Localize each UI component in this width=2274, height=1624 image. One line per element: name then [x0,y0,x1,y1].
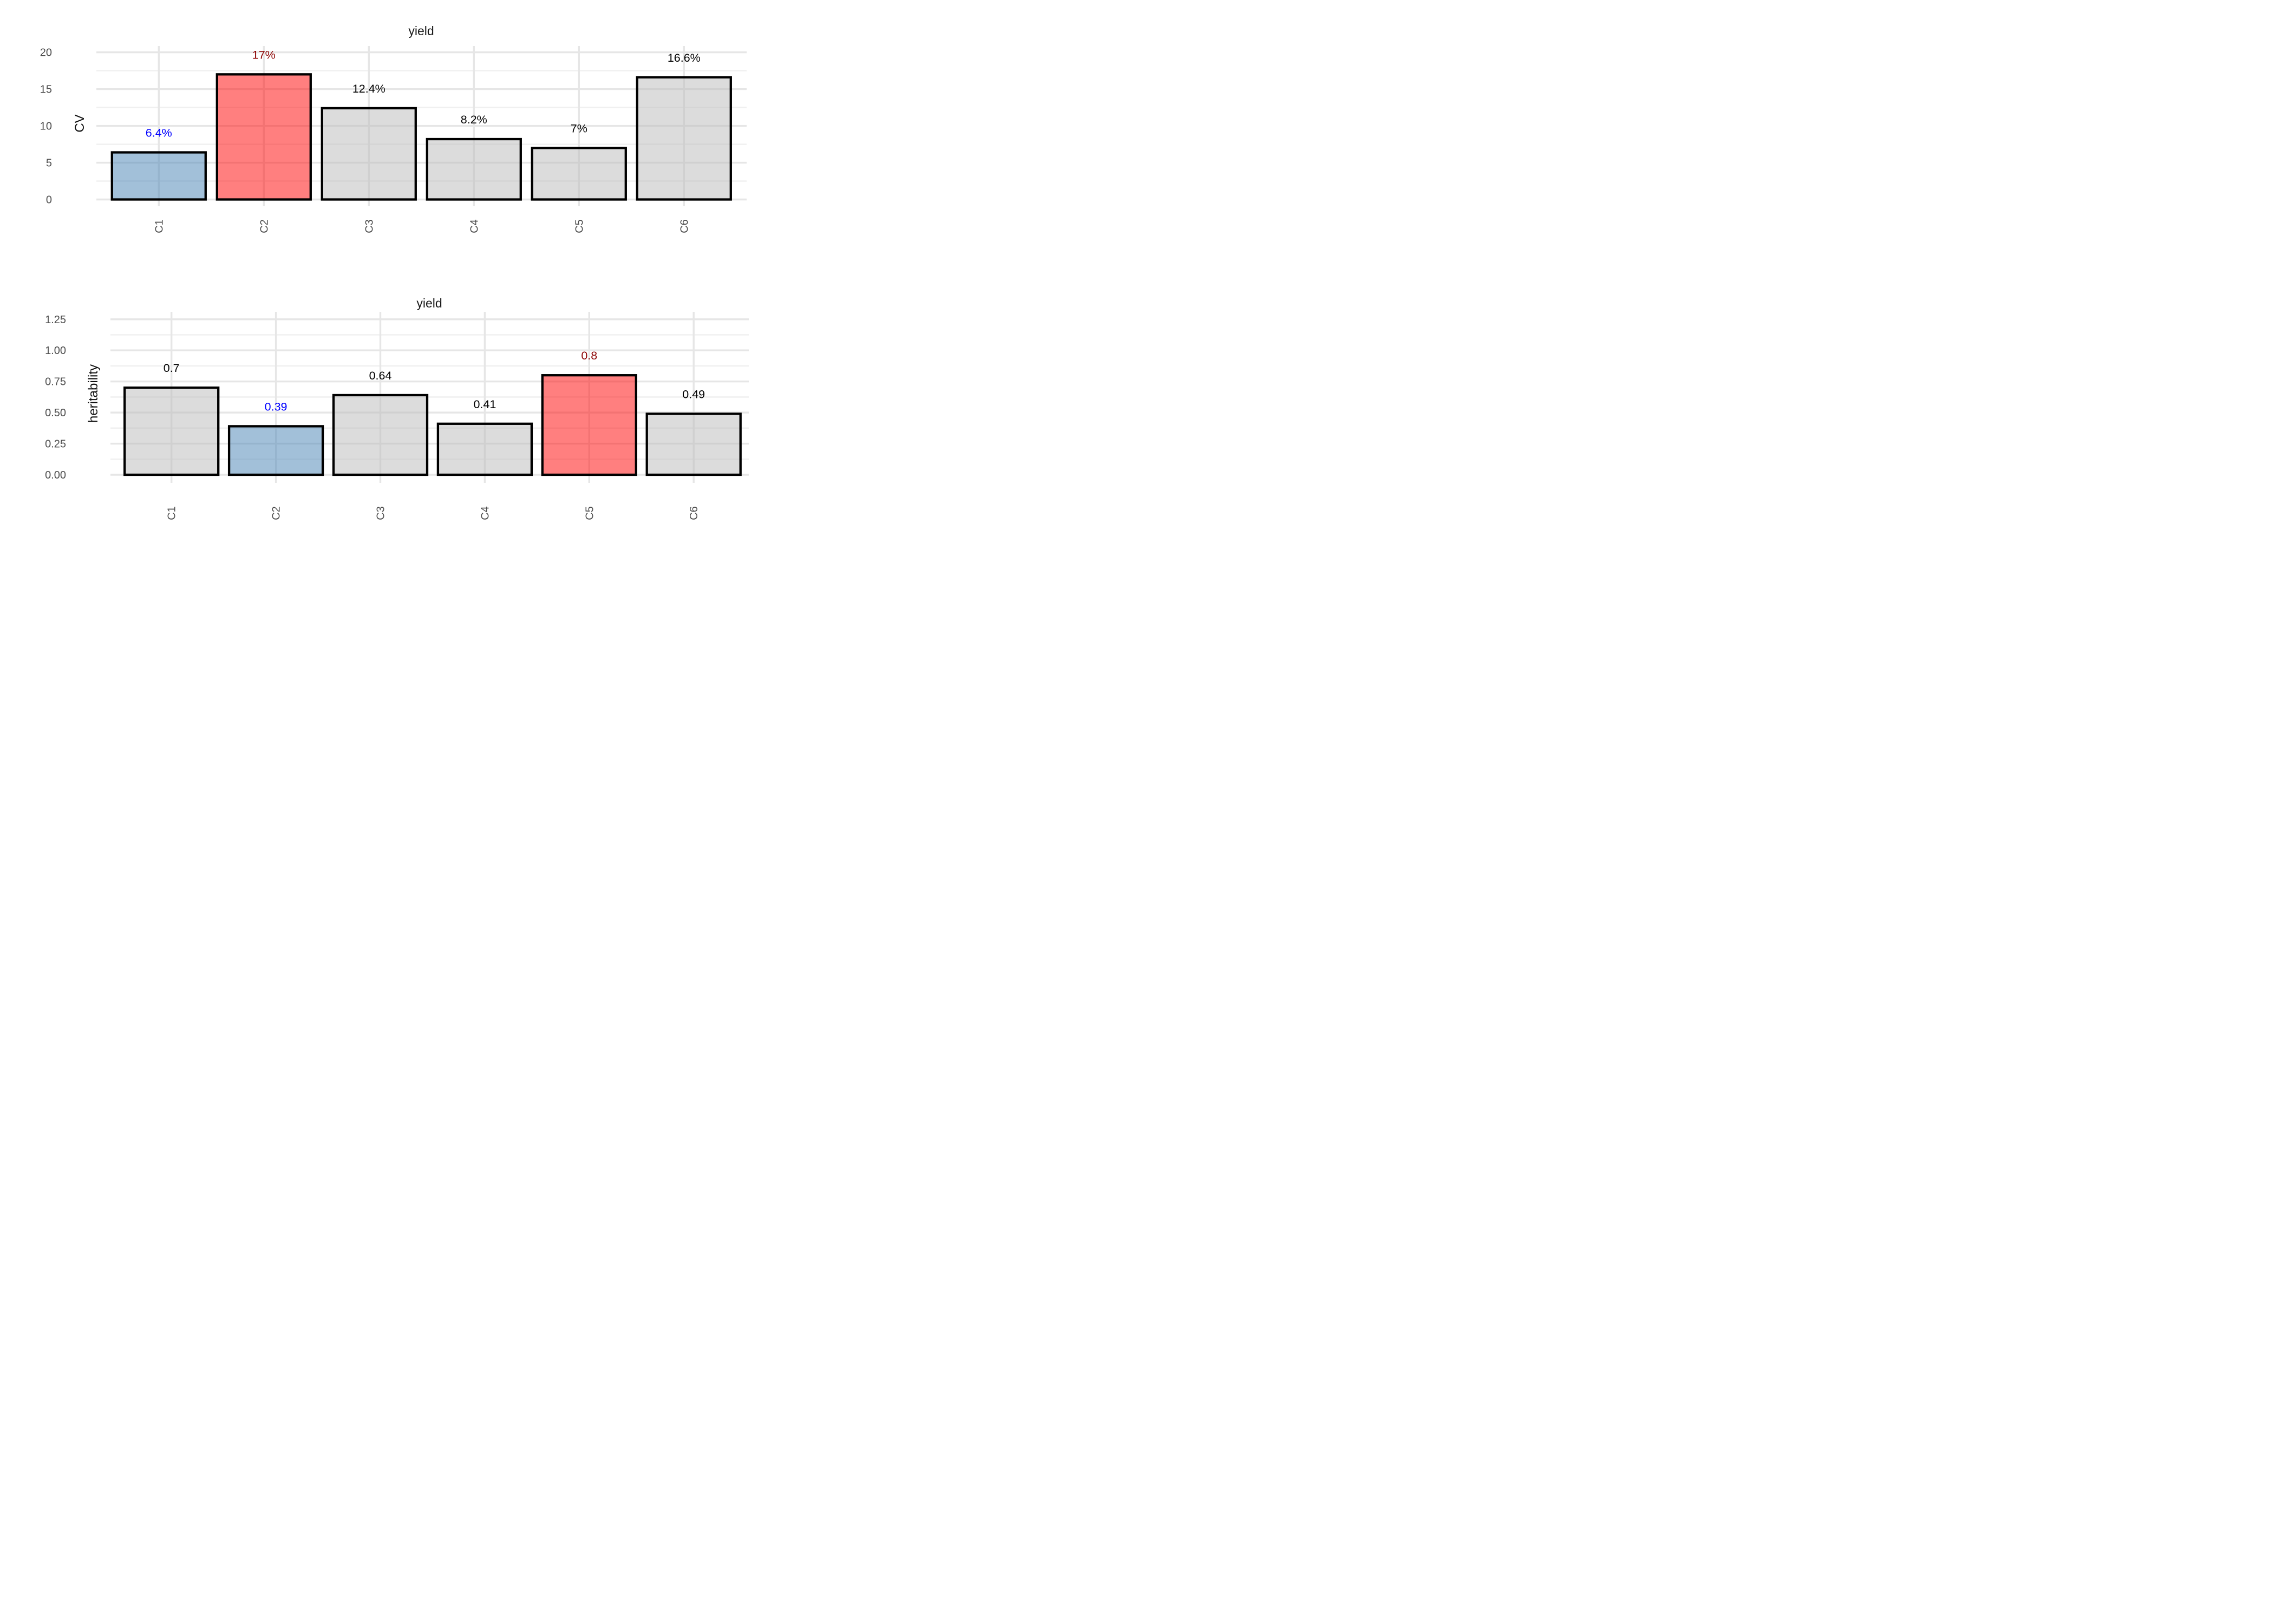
x-tick-label-C4: C4 [479,506,491,520]
bar-C3 [321,107,417,201]
bar-value-label-C1: 0.7 [164,362,180,375]
bar-C2 [215,73,312,201]
bar-value-label-C6: 0.49 [682,388,705,401]
bar-C3 [332,394,429,476]
y-tick-label-0.50: 0.50 [45,407,66,419]
x-tick-label-C6: C6 [688,506,700,520]
bar-C4 [426,137,522,201]
bar-value-label-C5: 0.8 [581,349,597,362]
y-tick-label-0: 0 [46,194,52,206]
bar-C5 [531,147,627,201]
x-tick-label-C3: C3 [363,219,375,233]
bar-C2 [227,425,324,476]
x-tick-label-C1: C1 [166,506,178,520]
bar-value-label-C3: 0.64 [369,369,392,382]
bar-value-label-C3: 12.4% [352,82,385,95]
heritability-panel: 0.7 0.39 0.64 0.41 0.8 0.49 0.00 0.25 0.50 0.75 1.… [45,312,749,520]
x-tick-label-C4: C4 [468,219,480,233]
bar-value-label-C2: 0.39 [265,400,287,413]
y-tick-label-0.75: 0.75 [45,376,66,388]
bar-value-label-C6: 16.6% [668,51,701,64]
y-tick-label-1.25: 1.25 [45,314,66,326]
bar-value-label-C4: 8.2% [461,113,487,126]
bar-C5 [541,374,637,476]
bar-value-label-C4: 0.41 [473,398,496,411]
bar-C1 [123,387,220,476]
x-tick-label-C1: C1 [153,219,165,233]
bar-value-label-C2: 17% [252,48,276,61]
bar-C1 [110,151,207,201]
x-tick-label-C3: C3 [375,506,387,520]
bar-value-label-C5: 7% [571,122,587,135]
y-axis-title: CV [73,114,87,132]
bar-value-label-C1: 6.4% [146,126,172,139]
bar-C4 [436,422,533,476]
x-tick-label-C5: C5 [573,219,585,233]
bar-C6 [645,412,742,476]
y-tick-label-15: 15 [40,84,52,96]
x-tick-label-C5: C5 [584,506,596,520]
x-tick-label-C6: C6 [678,219,690,233]
x-tick-label-C2: C2 [271,506,283,520]
cv-bar-chart: 6.4% 17% 12.4% 8.2% 7% 16.6% 0 5 10 15 20 C1 C2 C3 C4 C… [40,24,747,233]
plot-title: yield [416,296,442,310]
bar-C6 [636,76,732,201]
y-tick-label-0.00: 0.00 [45,469,66,481]
heritability-bar-chart: 0.7 0.39 0.64 0.41 0.8 0.49 0.00 0.25 0.50 0.75 1.… [45,296,749,520]
cv-panel: 6.4% 17% 12.4% 8.2% 7% 16.6% 0 5 10 15 20 C1 C2 C3 C4 C… [40,46,747,233]
y-tick-label-10: 10 [40,121,52,133]
x-tick-label-C2: C2 [258,219,270,233]
y-tick-label-0.25: 0.25 [45,438,66,450]
y-tick-label-1.00: 1.00 [45,345,66,357]
plot-title: yield [408,24,434,38]
y-tick-label-5: 5 [46,158,52,169]
y-tick-label-20: 20 [40,47,52,59]
two-panel-bar-figure: 6.4% 17% 12.4% 8.2% 7% 16.6% 0 5 10 15 20 C1 C2 C3 C4 C… [0,0,758,541]
y-axis-title: heritability [86,364,101,423]
